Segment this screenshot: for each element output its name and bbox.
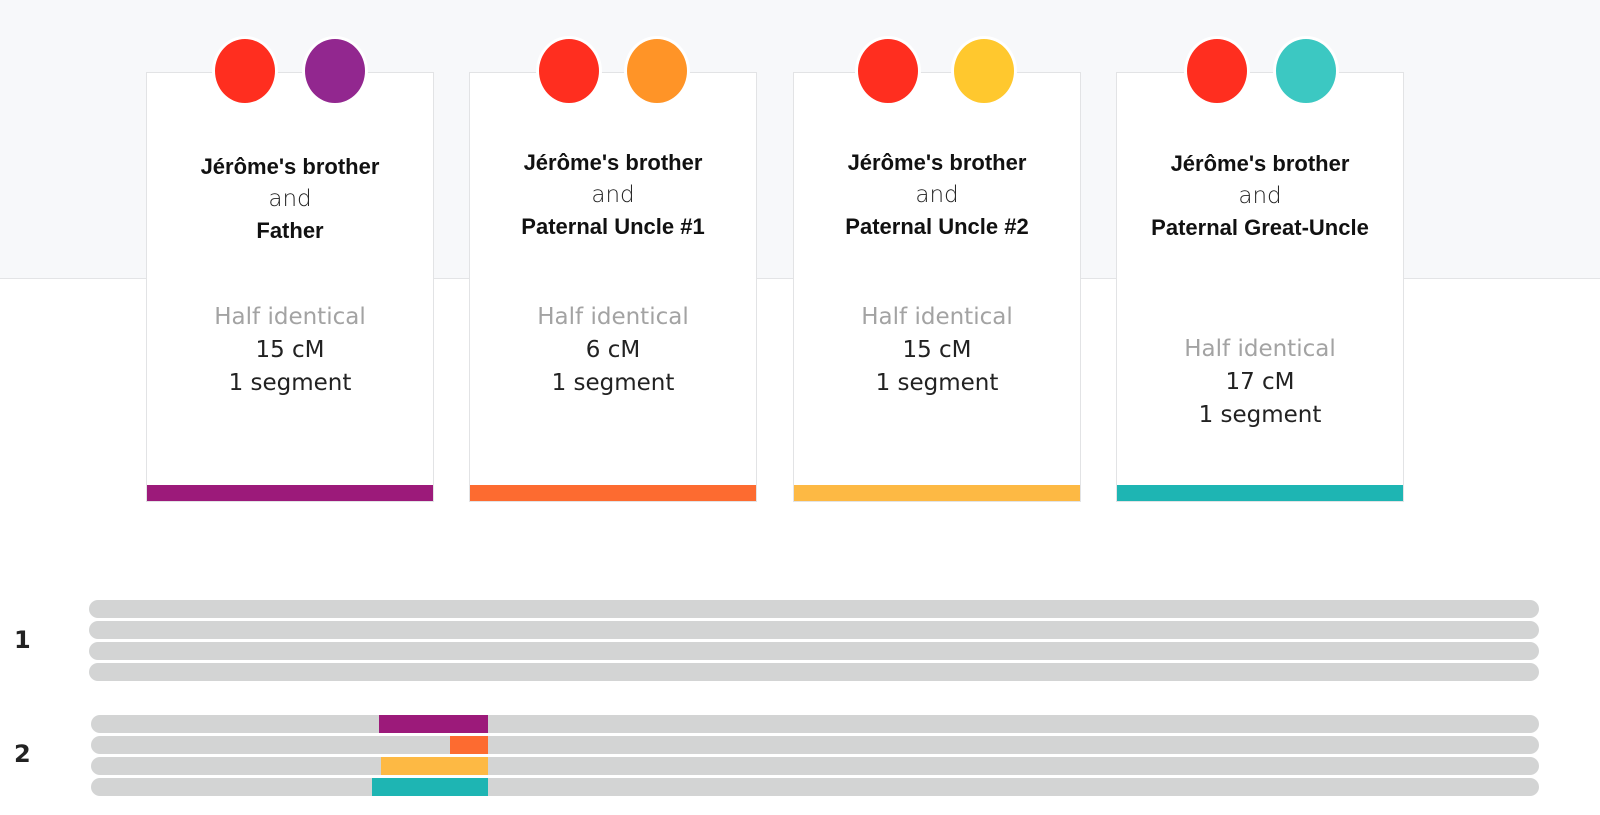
chromosome-track[interactable] — [89, 600, 1539, 618]
segment-bar — [450, 736, 488, 754]
person-b-name: Paternal Uncle #2 — [845, 214, 1029, 239]
chromosome-track[interactable] — [91, 778, 1539, 796]
card-title: Jérôme's brother and Father — [147, 151, 433, 247]
avatar-dot-person-a — [536, 36, 602, 106]
person-b-name: Father — [256, 218, 324, 243]
person-a-name: Jérôme's brother — [847, 150, 1027, 175]
card-title: Jérôme's brother and Paternal Uncle #2 — [794, 147, 1080, 243]
person-a-name: Jérôme's brother — [1170, 151, 1350, 176]
card-title: Jérôme's brother and Paternal Uncle #1 — [470, 147, 756, 243]
conjunction: and — [268, 186, 312, 212]
segment-count: 1 segment — [551, 370, 675, 396]
person-a-name: Jérôme's brother — [523, 150, 703, 175]
identity-label: Half identical — [214, 304, 366, 330]
segment-count: 1 segment — [228, 370, 352, 396]
person-b-name: Paternal Great-Uncle — [1151, 215, 1369, 240]
chromosome-track[interactable] — [89, 663, 1539, 681]
chromosome-track[interactable] — [91, 736, 1539, 754]
avatar-dot-person-b — [624, 36, 690, 106]
color-bar — [147, 485, 433, 501]
chromosome-track[interactable] — [89, 642, 1539, 660]
person-a-name: Jérôme's brother — [200, 154, 380, 179]
avatar-dot-person-a — [1184, 36, 1250, 106]
color-bar — [794, 485, 1080, 501]
avatar-dot-person-b — [1273, 36, 1339, 106]
card-stats: Half identical 15 cM 1 segment — [794, 301, 1080, 400]
color-bar — [470, 485, 756, 501]
chromosome-label: 1 — [14, 626, 31, 654]
segment-count: 1 segment — [1198, 402, 1322, 428]
match-card-father[interactable]: Jérôme's brother and Father Half identic… — [146, 72, 434, 502]
avatar-dot-person-a — [212, 36, 278, 106]
chromosome-label: 2 — [14, 740, 31, 768]
conjunction: and — [591, 182, 635, 208]
card-stats: Half identical 17 cM 1 segment — [1117, 333, 1403, 432]
cm-value: 15 cM — [255, 337, 325, 363]
chromosome-track[interactable] — [91, 757, 1539, 775]
conjunction: and — [915, 182, 959, 208]
avatar-dot-person-a — [855, 36, 921, 106]
chromosome-track[interactable] — [89, 621, 1539, 639]
identity-label: Half identical — [537, 304, 689, 330]
cm-value: 17 cM — [1225, 369, 1295, 395]
match-card-paternal-uncle-1[interactable]: Jérôme's brother and Paternal Uncle #1 H… — [469, 72, 757, 502]
segment-bar — [380, 757, 488, 775]
avatar-dot-person-b — [302, 36, 368, 106]
cm-value: 15 cM — [902, 337, 972, 363]
cm-value: 6 cM — [585, 337, 641, 363]
segment-bar — [379, 715, 488, 733]
card-title: Jérôme's brother and Paternal Great-Uncl… — [1117, 148, 1403, 244]
card-stats: Half identical 15 cM 1 segment — [147, 301, 433, 400]
segment-bar — [371, 778, 488, 796]
match-card-paternal-great-uncle[interactable]: Jérôme's brother and Paternal Great-Uncl… — [1116, 72, 1404, 502]
identity-label: Half identical — [861, 304, 1013, 330]
avatar-dot-person-b — [951, 36, 1017, 106]
identity-label: Half identical — [1184, 336, 1336, 362]
match-card-paternal-uncle-2[interactable]: Jérôme's brother and Paternal Uncle #2 H… — [793, 72, 1081, 502]
card-stats: Half identical 6 cM 1 segment — [470, 301, 756, 400]
chromosome-track[interactable] — [91, 715, 1539, 733]
conjunction: and — [1238, 183, 1282, 209]
person-b-name: Paternal Uncle #1 — [521, 214, 705, 239]
segment-count: 1 segment — [875, 370, 999, 396]
color-bar — [1117, 485, 1403, 501]
